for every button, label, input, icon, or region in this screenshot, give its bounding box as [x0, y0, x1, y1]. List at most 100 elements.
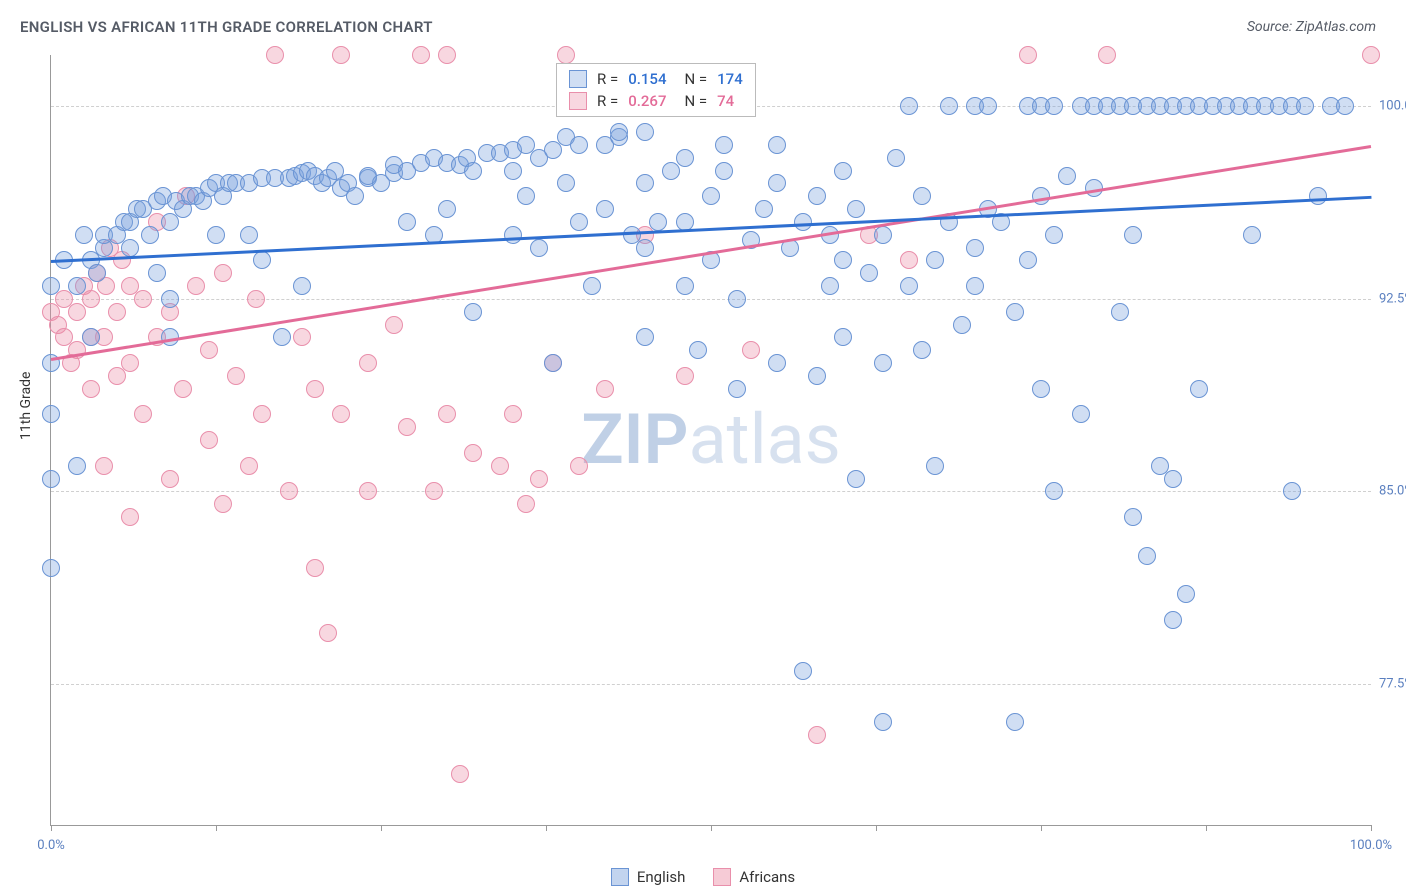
data-point-english — [82, 328, 100, 346]
data-point-english — [1045, 482, 1063, 500]
data-point-english — [596, 200, 614, 218]
data-point-african — [266, 46, 284, 64]
data-point-english — [926, 457, 944, 475]
x-tick-label: 0.0% — [37, 838, 65, 853]
data-point-english — [676, 277, 694, 295]
data-point-english — [1032, 380, 1050, 398]
data-point-english — [161, 290, 179, 308]
data-point-english — [121, 239, 139, 257]
data-point-african — [517, 495, 535, 513]
data-point-african — [412, 46, 430, 64]
data-point-english — [148, 264, 166, 282]
data-point-english — [88, 264, 106, 282]
data-point-african — [570, 457, 588, 475]
n-value-african: 74 — [717, 92, 734, 110]
data-point-english — [808, 367, 826, 385]
data-point-english — [1111, 303, 1129, 321]
data-point-english — [808, 187, 826, 205]
data-point-english — [1243, 226, 1261, 244]
scatter-plot-area: ZIPatlas 77.5%85.0%92.5%100.0%0.0%100.0% — [50, 55, 1371, 826]
data-point-english — [1336, 97, 1354, 115]
data-point-english — [887, 149, 905, 167]
data-point-english — [900, 277, 918, 295]
data-point-english — [1072, 405, 1090, 423]
data-point-english — [794, 662, 812, 680]
data-point-english — [728, 290, 746, 308]
legend-item-english: English — [611, 868, 686, 886]
data-point-african — [385, 316, 403, 334]
x-tick — [381, 825, 382, 831]
data-point-african — [240, 457, 258, 475]
data-point-english — [874, 354, 892, 372]
data-point-english — [1006, 303, 1024, 321]
data-point-english — [768, 136, 786, 154]
data-point-english — [42, 277, 60, 295]
data-point-english — [847, 200, 865, 218]
data-point-african — [200, 431, 218, 449]
data-point-english — [207, 226, 225, 244]
data-point-african — [596, 380, 614, 398]
data-point-english — [979, 97, 997, 115]
data-point-english — [768, 174, 786, 192]
x-tick — [1371, 825, 1372, 831]
data-point-english — [1124, 226, 1142, 244]
data-point-english — [636, 123, 654, 141]
data-point-african — [438, 405, 456, 423]
data-point-english — [557, 174, 575, 192]
data-point-african — [438, 46, 456, 64]
data-point-english — [464, 162, 482, 180]
gridline — [51, 684, 1371, 685]
data-point-african — [359, 354, 377, 372]
correlation-stats-box: R = 0.154 N = 174 R = 0.267 N = 74 — [556, 63, 756, 117]
data-point-english — [1058, 167, 1076, 185]
data-point-english — [676, 149, 694, 167]
data-point-english — [438, 200, 456, 218]
x-tick — [1206, 825, 1207, 831]
legend-swatch-english — [611, 868, 629, 886]
y-tick-label: 85.0% — [1379, 484, 1406, 499]
data-point-african — [359, 482, 377, 500]
data-point-english — [1164, 470, 1182, 488]
data-point-african — [425, 482, 443, 500]
swatch-english — [569, 70, 587, 88]
data-point-english — [913, 341, 931, 359]
n-value-english: 174 — [717, 70, 743, 88]
data-point-english — [293, 277, 311, 295]
legend-label-english: English — [637, 868, 686, 886]
data-point-african — [319, 624, 337, 642]
data-point-english — [42, 405, 60, 423]
data-point-english — [715, 136, 733, 154]
data-point-african — [293, 328, 311, 346]
data-point-african — [95, 457, 113, 475]
data-point-african — [121, 354, 139, 372]
data-point-english — [860, 264, 878, 282]
data-point-english — [68, 277, 86, 295]
y-tick-label: 92.5% — [1379, 291, 1406, 306]
data-point-english — [1190, 380, 1208, 398]
watermark: ZIPatlas — [581, 399, 841, 481]
legend-label-african: Africans — [739, 868, 795, 886]
chart-title: ENGLISH VS AFRICAN 11TH GRADE CORRELATIO… — [20, 18, 433, 36]
data-point-english — [966, 239, 984, 257]
legend-swatch-african — [713, 868, 731, 886]
data-point-english — [1006, 713, 1024, 731]
data-point-african — [332, 46, 350, 64]
data-point-english — [794, 213, 812, 231]
x-tick — [876, 825, 877, 831]
data-point-african — [900, 251, 918, 269]
data-point-english — [834, 162, 852, 180]
data-point-african — [742, 341, 760, 359]
data-point-english — [755, 200, 773, 218]
data-point-english — [940, 97, 958, 115]
data-point-english — [636, 239, 654, 257]
y-tick-label: 100.0% — [1379, 99, 1406, 114]
data-point-african — [504, 405, 522, 423]
data-point-african — [108, 303, 126, 321]
data-point-african — [247, 290, 265, 308]
data-point-english — [610, 123, 628, 141]
data-point-english — [42, 559, 60, 577]
data-point-african — [1019, 46, 1037, 64]
data-point-african — [306, 559, 324, 577]
data-point-english — [966, 277, 984, 295]
data-point-english — [1138, 547, 1156, 565]
